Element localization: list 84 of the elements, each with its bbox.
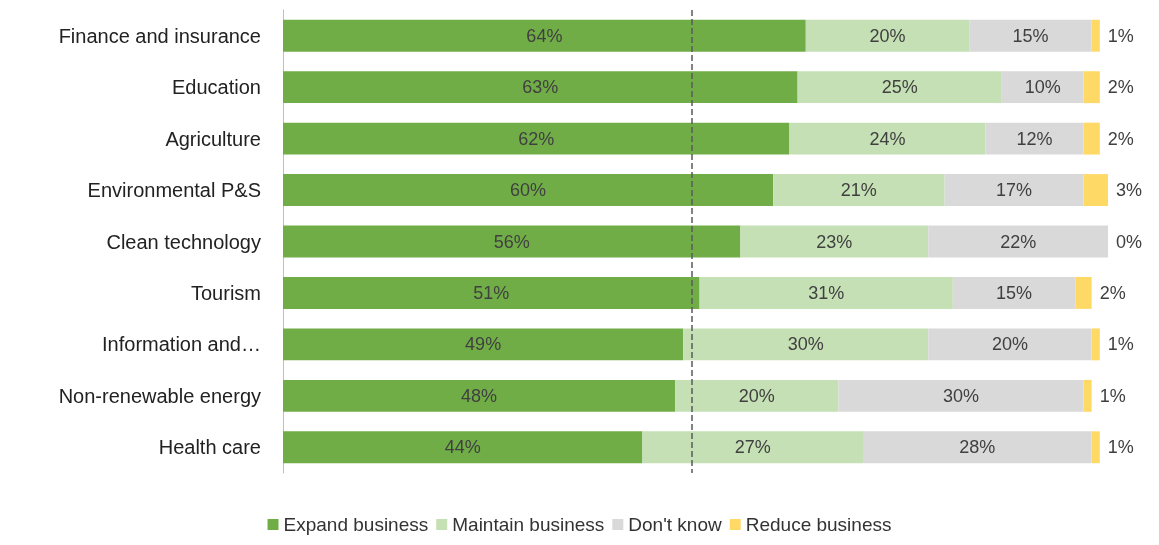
bar	[1091, 431, 1100, 464]
bar	[1083, 71, 1100, 104]
legend-label: Expand business	[283, 514, 429, 535]
data-label: 17%	[996, 180, 1033, 201]
y-tick-label: Finance and insurance	[58, 24, 261, 47]
data-label: 62%	[518, 128, 555, 149]
bar	[740, 225, 929, 258]
data-label: 24%	[869, 128, 906, 149]
bar	[1091, 19, 1100, 52]
data-label: 30%	[787, 334, 824, 355]
data-label: 30%	[942, 385, 979, 406]
bar	[283, 122, 790, 155]
data-label: 15%	[996, 282, 1033, 303]
data-label: 12%	[1016, 128, 1053, 149]
data-label: 51%	[473, 282, 510, 303]
bar	[928, 328, 1092, 361]
data-label: 31%	[808, 282, 845, 303]
bar	[1083, 379, 1092, 412]
data-label: 20%	[869, 25, 906, 46]
y-tick-label: Health care	[158, 436, 261, 459]
bar	[283, 431, 643, 464]
data-label: 48%	[461, 385, 498, 406]
data-label: 1%	[1107, 25, 1134, 46]
bar	[985, 122, 1084, 155]
bar	[1083, 122, 1100, 155]
data-label: 15%	[1012, 25, 1049, 46]
bar	[862, 431, 1092, 464]
data-label: 0%	[1116, 231, 1143, 252]
y-tick-label: Agriculture	[165, 127, 261, 150]
bar	[283, 19, 806, 52]
y-tick-label: Environmental P&S	[87, 179, 261, 202]
data-label: 2%	[1099, 282, 1126, 303]
bar	[952, 277, 1076, 309]
bar	[789, 122, 986, 155]
bar	[773, 174, 945, 206]
data-label: 20%	[738, 385, 775, 406]
data-label: 2%	[1107, 77, 1134, 98]
data-label: 27%	[734, 437, 771, 458]
legend-label: Maintain business	[452, 514, 605, 535]
data-label: 1%	[1107, 437, 1134, 458]
bar	[283, 225, 741, 258]
y-tick-label: Clean technology	[106, 230, 261, 253]
data-label: 3%	[1116, 180, 1143, 201]
data-label: 21%	[840, 180, 877, 201]
bar	[969, 19, 1092, 52]
data-label: 44%	[444, 437, 481, 458]
bar	[944, 174, 1084, 206]
bar	[1083, 174, 1108, 206]
data-label: 20%	[991, 334, 1028, 355]
y-tick-label: Non-renewable energy	[58, 384, 261, 407]
data-label: 2%	[1107, 128, 1134, 149]
data-label: 1%	[1099, 385, 1126, 406]
data-label: 49%	[465, 334, 502, 355]
bar	[283, 328, 684, 361]
bar	[928, 225, 1108, 258]
bar	[642, 431, 863, 464]
bar	[1075, 277, 1092, 309]
data-label: 60%	[510, 180, 547, 201]
data-label: 22%	[1000, 231, 1037, 252]
data-label: 63%	[522, 77, 559, 98]
bar	[1001, 71, 1084, 104]
data-label: 1%	[1107, 334, 1134, 355]
data-label: 64%	[526, 25, 563, 46]
y-tick-label: Tourism	[190, 281, 261, 304]
bar	[283, 71, 798, 104]
legend-label: Don't know	[628, 514, 722, 535]
y-tick-label: Information and…	[102, 333, 261, 356]
bar	[283, 174, 774, 206]
bar	[675, 379, 839, 412]
data-label: 56%	[493, 231, 530, 252]
data-label: 28%	[959, 437, 996, 458]
bar	[283, 379, 676, 412]
data-label: 25%	[881, 77, 918, 98]
bar	[805, 19, 970, 52]
data-label: 23%	[816, 231, 853, 252]
bar	[838, 379, 1084, 412]
bar	[1091, 328, 1100, 361]
bar	[283, 277, 700, 309]
bar	[683, 328, 929, 361]
legend-label: Reduce business	[745, 514, 892, 535]
y-tick-label: Education	[172, 76, 261, 99]
data-label: 10%	[1024, 77, 1061, 98]
bar	[699, 277, 953, 309]
bar	[797, 71, 1002, 104]
